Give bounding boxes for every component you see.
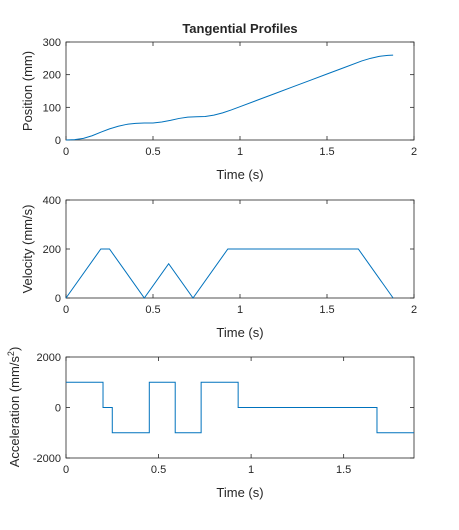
x-tick-label: 0.5	[151, 464, 166, 476]
velocity-line	[65, 248, 394, 299]
x-tick-label: 0	[63, 146, 69, 158]
velocity-x-ticks: 0 0.5 1 1.5 2	[63, 200, 417, 316]
acceleration-y-ticks: -2000 0 2000	[33, 352, 414, 465]
x-tick-label: 1	[248, 464, 254, 476]
velocity-y-ticks: 0 200 400	[43, 195, 414, 305]
position-axes: Tangential Profiles 0 0.5 1 1.5 2 0 100 200 300…	[20, 21, 417, 182]
y-tick-label: 2000	[37, 352, 61, 364]
x-tick-label: 2	[411, 146, 417, 158]
position-y-ticks: 0 100 200 300	[43, 37, 414, 147]
acceleration-x-label: Time (s)	[216, 485, 263, 500]
y-tick-label: 0	[55, 293, 61, 305]
x-tick-label: 0.5	[145, 146, 160, 158]
acceleration-y-label-main: Acceleration (mm/s	[7, 356, 22, 468]
y-tick-label: 0	[55, 403, 61, 415]
x-tick-label: 1.5	[319, 146, 334, 158]
x-tick-label: 1.5	[336, 464, 351, 476]
chart-title: Tangential Profiles	[182, 21, 297, 36]
position-y-label: Position (mm)	[20, 51, 35, 131]
velocity-y-label: Velocity (mm/s)	[20, 205, 35, 294]
acceleration-y-label: Acceleration (mm/s2)	[6, 347, 22, 468]
y-tick-label: 400	[43, 195, 61, 207]
x-tick-label: 1.5	[319, 304, 334, 316]
position-axes-box	[65, 41, 415, 141]
acceleration-line	[66, 381, 414, 434]
x-tick-label: 0	[63, 464, 69, 476]
y-tick-label: 300	[43, 37, 61, 49]
y-tick-label: -2000	[33, 453, 61, 465]
position-x-ticks: 0 0.5 1 1.5 2	[63, 42, 417, 158]
x-tick-label: 0	[63, 304, 69, 316]
y-tick-label: 0	[55, 135, 61, 147]
y-tick-label: 100	[43, 102, 61, 114]
acceleration-y-label-sup: 2	[6, 351, 16, 356]
acceleration-y-label-end: )	[7, 347, 22, 351]
y-tick-label: 200	[43, 244, 61, 256]
x-tick-label: 2	[411, 304, 417, 316]
y-tick-label: 200	[43, 70, 61, 82]
acceleration-x-ticks: 0 0.5 1 1.5	[63, 357, 351, 476]
position-line	[65, 54, 394, 141]
velocity-axes: 0 0.5 1 1.5 2 0 200 400 Time (s) Velocity (mm/…	[20, 195, 417, 340]
x-tick-label: 0.5	[145, 304, 160, 316]
x-tick-label: 1	[237, 146, 243, 158]
velocity-x-label: Time (s)	[216, 325, 263, 340]
position-x-label: Time (s)	[216, 167, 263, 182]
x-tick-label: 1	[237, 304, 243, 316]
